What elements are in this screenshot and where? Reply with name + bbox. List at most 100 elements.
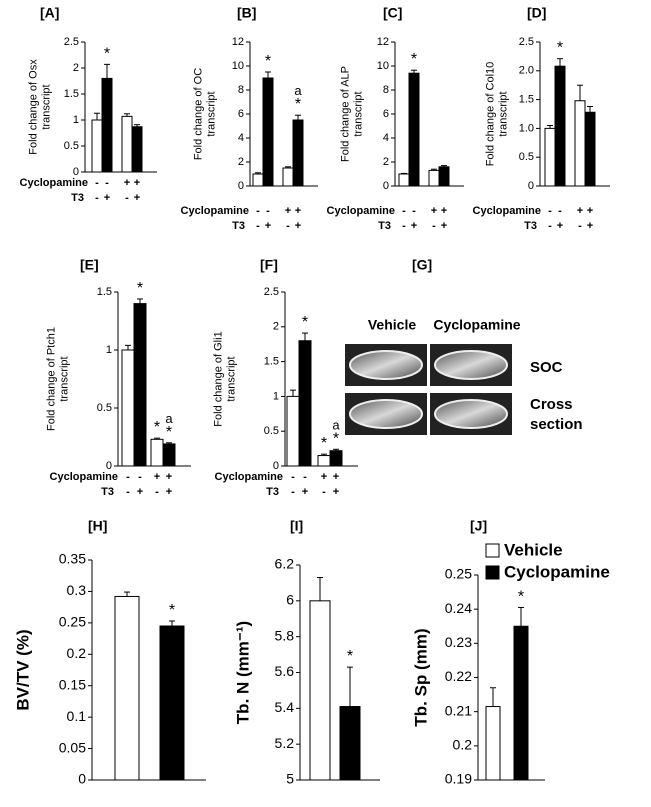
condition-value: +: [134, 177, 140, 189]
y-tick-label: 1.5: [97, 286, 112, 298]
condition-name: T3: [71, 192, 84, 204]
condition-value: -: [95, 192, 99, 204]
row-label: SOC: [530, 359, 563, 376]
y-tick-label: 2: [273, 321, 279, 333]
bar: [438, 166, 450, 187]
y-tick-label: 2.5: [64, 36, 79, 48]
y-tick-label: 0.1: [67, 708, 87, 724]
annotation: a: [294, 83, 302, 98]
condition-name: Cyclopamine: [50, 471, 118, 483]
y-tick-label: 2: [383, 156, 389, 168]
annotation: *: [154, 419, 160, 436]
y-tick-label: 1: [73, 114, 79, 126]
bar: [121, 349, 135, 467]
y-tick-label: 1: [273, 390, 279, 402]
annotation: *: [518, 588, 524, 605]
column-label: Cyclopamine: [433, 317, 520, 333]
condition-value: -: [95, 177, 99, 189]
y-axis-title: Fold change of Gli1: [212, 331, 224, 426]
bar: [292, 119, 304, 187]
condition-name: Cyclopamine: [327, 205, 395, 217]
condition-value: +: [333, 471, 339, 483]
bar: [162, 443, 176, 467]
condition-name: Cyclopamine: [215, 471, 283, 483]
y-tick-label: 0.24: [445, 600, 472, 616]
y-tick-label: 0: [238, 180, 244, 192]
y-tick-label: 2.5: [264, 286, 279, 298]
bar: [252, 173, 264, 187]
y-tick-label: 5: [286, 771, 294, 787]
y-axis-title: BV/TV (%): [13, 629, 32, 710]
condition-value: -: [432, 220, 436, 232]
y-tick-label: 12: [377, 36, 389, 48]
condition-value: -: [322, 486, 326, 498]
condition-value: +: [321, 471, 327, 483]
condition-value: -: [286, 220, 290, 232]
y-axis-title: Fold change of Ptch1: [45, 327, 57, 431]
bar: [282, 167, 294, 187]
y-tick-label: 0.2: [67, 645, 87, 661]
bar: [114, 595, 140, 781]
y-tick-label: 5.2: [275, 735, 295, 751]
bar: [544, 127, 556, 187]
condition-value: -: [125, 192, 129, 204]
y-tick-label: 0.35: [59, 551, 86, 567]
bar: [121, 115, 133, 173]
y-tick-label: 2.0: [519, 65, 534, 77]
condition-value: +: [333, 486, 339, 498]
y-tick-label: 0.5: [97, 402, 112, 414]
condition-value: +: [124, 177, 130, 189]
condition-value: +: [577, 205, 583, 217]
y-tick-label: 4: [383, 132, 389, 144]
condition-value: -: [256, 220, 260, 232]
y-axis-title: transcript: [352, 91, 364, 136]
condition-value: -: [256, 205, 260, 217]
y-axis-title: transcript: [58, 356, 70, 401]
bar: [101, 77, 113, 173]
annotation: a: [165, 411, 173, 426]
annotation: *: [557, 40, 563, 57]
condition-value: -: [126, 471, 130, 483]
bar: [329, 450, 343, 467]
y-tick-label: 2: [238, 156, 244, 168]
bar: [485, 706, 501, 781]
condition-value: -: [291, 486, 295, 498]
condition-name: T3: [524, 220, 537, 232]
panel-label: [C]: [383, 5, 402, 21]
condition-value: +: [302, 486, 308, 498]
y-tick-label: 2.5: [519, 36, 534, 48]
y-tick-label: 0: [73, 166, 79, 178]
bar: [262, 77, 274, 187]
condition-value: -: [548, 205, 552, 217]
condition-value: +: [295, 205, 301, 217]
panel-label: [E]: [80, 257, 99, 273]
condition-value: -: [412, 205, 416, 217]
condition-value: -: [402, 220, 406, 232]
annotation: *: [333, 430, 339, 447]
condition-value: -: [155, 486, 159, 498]
legend-label: Cyclopamine: [504, 562, 610, 581]
y-axis-title: Fold change of OC: [192, 68, 204, 160]
y-tick-label: 0.25: [445, 566, 472, 582]
panel-label: [J]: [470, 518, 487, 534]
y-tick-label: 1.5: [264, 356, 279, 368]
condition-name: T3: [101, 486, 114, 498]
row-label: section: [530, 416, 583, 433]
y-tick-label: 10: [232, 60, 244, 72]
y-tick-label: 0.19: [445, 771, 472, 787]
annotation: *: [321, 435, 327, 452]
bar: [298, 340, 312, 467]
condition-value: -: [105, 177, 109, 189]
column-label: Vehicle: [368, 317, 416, 333]
y-tick-label: 4: [238, 132, 244, 144]
condition-value: -: [303, 471, 307, 483]
y-tick-label: 2: [73, 62, 79, 74]
bar: [133, 303, 147, 467]
bar: [317, 455, 331, 467]
bar: [91, 119, 103, 173]
panel-label: [A]: [40, 5, 59, 21]
condition-value: +: [587, 205, 593, 217]
condition-value: -: [548, 220, 552, 232]
condition-value: -: [266, 205, 270, 217]
